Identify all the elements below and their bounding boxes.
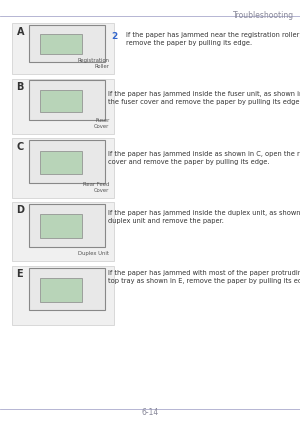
FancyBboxPatch shape xyxy=(12,79,114,134)
Text: A: A xyxy=(16,27,24,37)
Text: D: D xyxy=(16,205,25,215)
FancyBboxPatch shape xyxy=(40,91,82,112)
FancyBboxPatch shape xyxy=(40,34,82,54)
Text: If the paper has jammed near the registration roller, as shown in A,
remove the : If the paper has jammed near the registr… xyxy=(126,32,300,46)
FancyBboxPatch shape xyxy=(12,266,114,325)
Text: Fuser
Cover: Fuser Cover xyxy=(94,118,110,129)
FancyBboxPatch shape xyxy=(28,267,105,310)
FancyBboxPatch shape xyxy=(12,202,114,261)
FancyBboxPatch shape xyxy=(28,25,105,62)
FancyBboxPatch shape xyxy=(40,215,82,238)
Text: 6-14: 6-14 xyxy=(141,408,159,417)
FancyBboxPatch shape xyxy=(40,151,82,174)
FancyBboxPatch shape xyxy=(12,23,114,74)
FancyBboxPatch shape xyxy=(28,140,105,183)
Text: Troubleshooting: Troubleshooting xyxy=(233,11,294,20)
FancyBboxPatch shape xyxy=(40,278,82,302)
Text: Duplex Unit: Duplex Unit xyxy=(79,251,110,256)
Text: Registration
Roller: Registration Roller xyxy=(77,59,110,69)
Text: If the paper has jammed inside as shown in C, open the rear feed
cover and remov: If the paper has jammed inside as shown … xyxy=(108,151,300,165)
Text: Rear Feed
Cover: Rear Feed Cover xyxy=(83,182,110,193)
Text: E: E xyxy=(16,269,23,279)
FancyBboxPatch shape xyxy=(12,138,114,198)
FancyBboxPatch shape xyxy=(28,204,105,246)
Text: 2: 2 xyxy=(111,32,117,41)
Text: C: C xyxy=(16,142,24,152)
FancyBboxPatch shape xyxy=(28,80,105,120)
Text: If the paper has jammed inside the duplex unit, as shown in D, lift the
duplex u: If the paper has jammed inside the duple… xyxy=(108,210,300,224)
Text: If the paper has jammed inside the fuser unit, as shown in B, open
the fuser cov: If the paper has jammed inside the fuser… xyxy=(108,91,300,105)
Text: B: B xyxy=(16,82,24,92)
Text: If the paper has jammed with most of the paper protruding out in the
top tray as: If the paper has jammed with most of the… xyxy=(108,270,300,284)
